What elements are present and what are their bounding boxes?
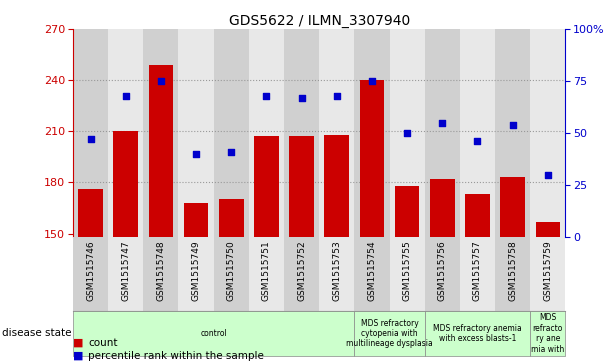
Text: GSM1515755: GSM1515755 <box>402 241 412 301</box>
Bar <box>179 29 213 237</box>
Point <box>297 95 306 101</box>
Bar <box>319 29 354 237</box>
Bar <box>536 221 560 363</box>
Text: MDS
refracto
ry ane
mia with: MDS refracto ry ane mia with <box>531 313 564 354</box>
Bar <box>213 237 249 311</box>
Bar <box>73 29 108 237</box>
Text: disease state: disease state <box>2 329 71 338</box>
Bar <box>184 203 209 363</box>
Text: MDS refractory
cytopenia with
multilineage dysplasia: MDS refractory cytopenia with multilinea… <box>346 319 433 348</box>
Text: GSM1515756: GSM1515756 <box>438 241 447 301</box>
Text: GSM1515758: GSM1515758 <box>508 241 517 301</box>
Text: percentile rank within the sample: percentile rank within the sample <box>88 351 264 361</box>
Bar <box>395 186 420 363</box>
Bar <box>148 65 173 363</box>
Bar <box>143 29 179 237</box>
Text: GSM1515750: GSM1515750 <box>227 241 236 301</box>
Bar <box>354 29 390 237</box>
Bar <box>319 237 354 311</box>
Bar <box>390 29 425 237</box>
Text: GSM1515752: GSM1515752 <box>297 241 306 301</box>
Bar <box>425 311 530 356</box>
Bar <box>254 136 278 363</box>
Bar <box>284 29 319 237</box>
Point <box>438 120 447 126</box>
Bar <box>108 29 143 237</box>
Bar <box>73 311 354 356</box>
Point <box>156 78 166 84</box>
Text: GSM1515751: GSM1515751 <box>262 241 271 301</box>
Bar <box>78 189 103 363</box>
Bar <box>284 237 319 311</box>
Bar <box>390 237 425 311</box>
Text: count: count <box>88 338 118 348</box>
Point <box>402 130 412 136</box>
Bar <box>425 29 460 237</box>
Bar <box>465 194 490 363</box>
Bar <box>460 237 495 311</box>
Point <box>508 122 517 127</box>
Bar <box>249 237 284 311</box>
Point <box>226 149 236 155</box>
Point <box>121 93 131 98</box>
Title: GDS5622 / ILMN_3307940: GDS5622 / ILMN_3307940 <box>229 14 410 28</box>
Bar <box>108 237 143 311</box>
Bar <box>495 237 530 311</box>
Text: GSM1515746: GSM1515746 <box>86 241 95 301</box>
Text: GSM1515754: GSM1515754 <box>367 241 376 301</box>
Text: GSM1515748: GSM1515748 <box>156 241 165 301</box>
Bar <box>460 29 495 237</box>
Bar <box>530 311 565 356</box>
Text: GSM1515757: GSM1515757 <box>473 241 482 301</box>
Bar <box>289 136 314 363</box>
Text: GSM1515749: GSM1515749 <box>192 241 201 301</box>
Bar <box>354 237 390 311</box>
Text: ■: ■ <box>73 338 83 348</box>
Bar <box>143 237 179 311</box>
Bar <box>179 237 213 311</box>
Bar <box>213 29 249 237</box>
Text: control: control <box>200 329 227 338</box>
Text: MDS refractory anemia
with excess blasts-1: MDS refractory anemia with excess blasts… <box>433 324 522 343</box>
Text: ■: ■ <box>73 351 83 361</box>
Text: GSM1515747: GSM1515747 <box>121 241 130 301</box>
Bar <box>530 237 565 311</box>
Bar <box>219 199 244 363</box>
Bar <box>430 179 455 363</box>
Point <box>367 78 377 84</box>
Point <box>191 151 201 157</box>
Point <box>86 136 95 142</box>
Point <box>332 93 342 98</box>
Point <box>472 138 482 144</box>
Bar <box>495 29 530 237</box>
Bar <box>73 237 108 311</box>
Text: GSM1515759: GSM1515759 <box>544 241 552 301</box>
Bar <box>500 177 525 363</box>
Point <box>543 172 553 178</box>
Bar <box>425 237 460 311</box>
Bar <box>114 131 138 363</box>
Bar <box>325 135 349 363</box>
Bar <box>360 80 384 363</box>
Point <box>261 93 271 98</box>
Bar <box>530 29 565 237</box>
Text: GSM1515753: GSM1515753 <box>333 241 341 301</box>
Bar <box>249 29 284 237</box>
Bar <box>354 311 425 356</box>
